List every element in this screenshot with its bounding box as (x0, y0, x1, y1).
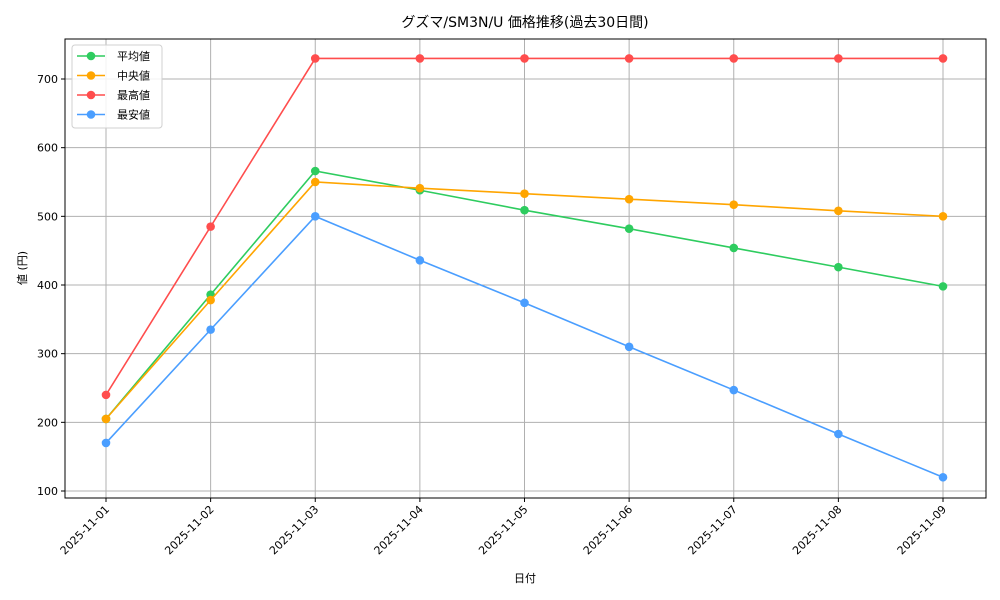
y-tick-label: 500 (37, 210, 58, 223)
legend-item: 平均値 (77, 50, 150, 63)
x-tick-label: 2025-11-05 (476, 503, 530, 557)
x-tick-label: 2025-11-07 (685, 503, 739, 557)
y-tick-label: 600 (37, 142, 58, 155)
y-axis-label: 値 (円) (16, 251, 29, 285)
data-point-marker (729, 243, 739, 253)
x-tick-label: 2025-11-04 (372, 503, 426, 557)
x-tick-label: 2025-11-09 (895, 503, 949, 557)
x-tick-label: 2025-11-01 (58, 503, 112, 557)
legend-label: 平均値 (117, 50, 150, 63)
x-tick-label: 2025-11-08 (790, 503, 844, 557)
data-point-marker (310, 166, 320, 176)
data-point-marker (624, 342, 634, 352)
series-line (101, 212, 948, 482)
data-point-marker (938, 472, 948, 482)
plot-frame (64, 38, 987, 499)
data-point-marker (520, 205, 529, 215)
data-point-marker (834, 429, 843, 439)
data-point-marker (101, 390, 111, 400)
data-point-marker (834, 54, 843, 63)
legend-marker-icon (86, 51, 96, 61)
data-point-marker (206, 295, 215, 305)
data-point-marker (101, 414, 111, 424)
legend-item: 中央値 (77, 70, 150, 83)
data-point-marker (624, 194, 634, 204)
data-point-marker (834, 206, 843, 216)
legend-box (71, 44, 163, 129)
x-axis-ticks: 2025-11-01 2025-11-02 2025-11-03 2025-11-04… (58, 498, 949, 557)
data-point-marker (729, 54, 739, 63)
data-point-marker (520, 189, 529, 198)
data-point-marker (624, 224, 634, 233)
series-line (101, 177, 948, 424)
legend-marker-icon (86, 110, 96, 119)
x-axis-label: 日付 (514, 572, 536, 585)
legend-label: 最高値 (117, 88, 150, 102)
data-series (101, 54, 948, 482)
data-point-marker (206, 325, 215, 334)
chart-title: グズマ/SM3N/U 価格推移(過去30日間) (401, 15, 648, 31)
y-tick-label: 200 (37, 416, 58, 429)
data-point-marker (310, 212, 320, 221)
data-point-marker (310, 177, 320, 187)
data-point-marker (415, 255, 425, 265)
data-point-marker (938, 212, 948, 221)
data-point-marker (938, 282, 948, 291)
data-point-marker (101, 438, 111, 448)
y-tick-label: 100 (37, 485, 58, 498)
x-tick-label: 2025-11-02 (162, 503, 216, 557)
grid-lines (65, 39, 986, 498)
y-tick-label: 700 (37, 73, 58, 86)
y-tick-label: 400 (37, 279, 58, 292)
legend-marker-icon (86, 90, 96, 100)
data-point-marker (310, 54, 320, 63)
data-point-marker (624, 54, 634, 63)
data-point-marker (415, 183, 425, 193)
data-point-marker (206, 222, 215, 231)
data-point-marker (520, 298, 529, 308)
data-point-marker (520, 54, 529, 63)
legend-item: 最安値 (77, 108, 150, 122)
x-tick-label: 2025-11-06 (581, 503, 635, 557)
x-tick-label: 2025-11-03 (267, 503, 321, 557)
legend-item: 最高値 (77, 88, 150, 102)
data-point-marker (729, 385, 739, 395)
data-point-marker (834, 262, 843, 272)
legend-label: 最安値 (117, 108, 150, 122)
legend-marker-icon (86, 71, 96, 80)
y-tick-label: 300 (37, 348, 58, 361)
data-point-marker (729, 200, 739, 209)
data-point-marker (938, 54, 948, 63)
legend-label: 中央値 (117, 70, 150, 83)
y-axis-ticks: 100 200 300 400 500 600 700 (37, 73, 65, 498)
data-point-marker (415, 54, 425, 63)
series-line (101, 54, 948, 400)
